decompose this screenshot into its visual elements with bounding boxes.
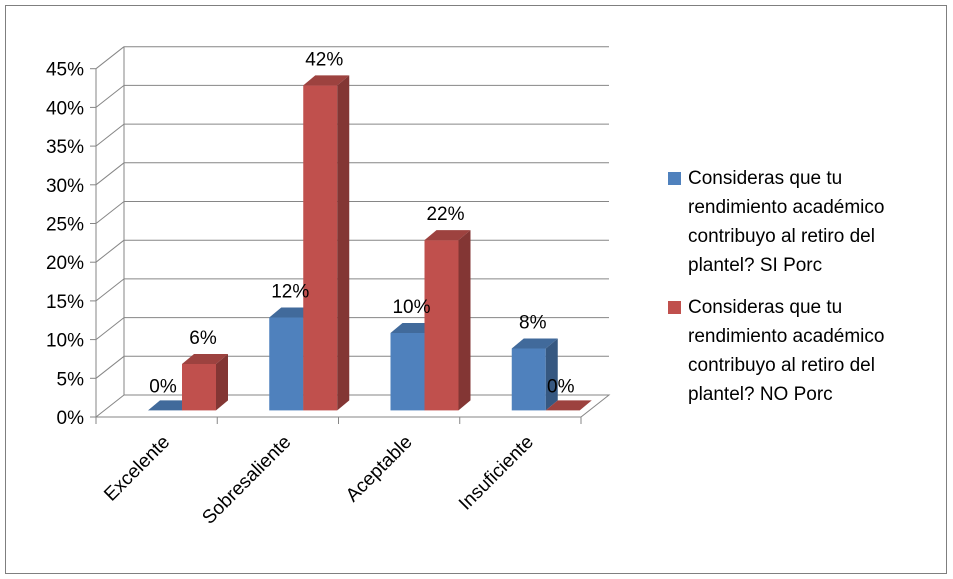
bars [148,75,592,411]
bar-insuficiente-si [511,338,558,411]
legend-line: Consideras que tu [688,297,843,318]
y-axis-ticks: 0% 5% 10% 15% 20% 25% 30% 35% 40% 45% [46,60,84,429]
data-label: 8% [519,312,547,333]
legend-line: contribuyo al retiro del [688,226,875,247]
legend-line: rendimiento académico [688,197,885,218]
bar-side [545,338,558,411]
gridline-side [95,201,125,224]
bar-top [424,230,471,241]
legend-line: plantel? SI Porc [688,255,823,276]
legend-swatch-si [668,172,681,185]
bar-front [182,363,216,411]
bar-chart: 0% 5% 10% 15% 20% 25% 30% 35% 40% 45% 0% 6% 12% 42% 1… [46,46,611,529]
legend-line: plantel? NO Porc [688,384,833,405]
x-tick-label: Insuficiente [455,432,538,515]
data-label: 12% [271,282,309,303]
legend-line: rendimiento académico [688,326,885,347]
bar-front [390,333,425,411]
bar-insuficiente-no [545,400,592,411]
bar-front [424,240,459,411]
y-tick-label: 15% [46,292,84,313]
data-label: 0% [149,376,177,397]
bar-aceptable-no [424,230,471,411]
bar-front [303,85,338,411]
legend: Consideras que tu rendimiento académico … [668,164,953,409]
y-tick-label: 45% [46,60,84,81]
legend-item-si: Consideras que tu rendimiento académico … [668,164,953,280]
bar-side [216,353,228,411]
gridline-side [95,278,125,302]
gridline-side [95,162,125,186]
y-tick-label: 5% [57,369,85,390]
x-axis-labels: Excelente Sobresaliente Aceptable Insuficie… [100,432,538,529]
y-tick-label: 25% [46,215,84,236]
bar-top [545,400,592,411]
legend-line: contribuyo al retiro del [688,355,875,376]
legend-item-no: Consideras que tu rendimiento académico … [668,293,953,409]
bar-top [511,338,558,349]
y-tick-label: 40% [46,98,84,119]
data-label: 42% [305,49,343,70]
bar-top [182,353,228,364]
data-label: 6% [189,328,217,349]
y-tick-label: 20% [46,253,84,274]
bar-excelente-no [182,353,228,411]
y-tick-label: 35% [46,137,84,158]
gridline-side [95,85,125,108]
y-tick-label: 0% [57,408,85,429]
gridline-side [95,355,125,379]
chart-frame: 0% 5% 10% 15% 20% 25% 30% 35% 40% 45% 0% 6% 12% 42% 1… [5,5,947,574]
data-labels: 0% 6% 12% 42% 10% 22% 8% 0% [149,49,574,397]
x-axis [95,416,582,424]
bar-side [337,75,350,411]
legend-line: Consideras que tu [688,168,843,189]
y-tick-label: 30% [46,176,84,197]
bar-side [458,230,471,411]
bar-sobresaliente-no [303,75,350,411]
data-label: 0% [547,376,575,397]
legend-swatch-no [668,301,681,314]
x-tick-label: Aceptable [342,432,417,507]
gridline-side [95,317,125,340]
y-tick-label: 10% [46,331,84,352]
x-tick-label: Excelente [100,432,174,506]
data-label: 10% [392,297,430,318]
gridline-side [95,46,125,70]
bar-front [269,317,304,411]
bar-top [303,75,350,86]
gridline-side [95,123,125,147]
x-tick-label: Sobresaliente [198,432,295,529]
data-label: 22% [426,204,464,225]
gridline-side [95,239,125,263]
bar-front [511,348,546,411]
